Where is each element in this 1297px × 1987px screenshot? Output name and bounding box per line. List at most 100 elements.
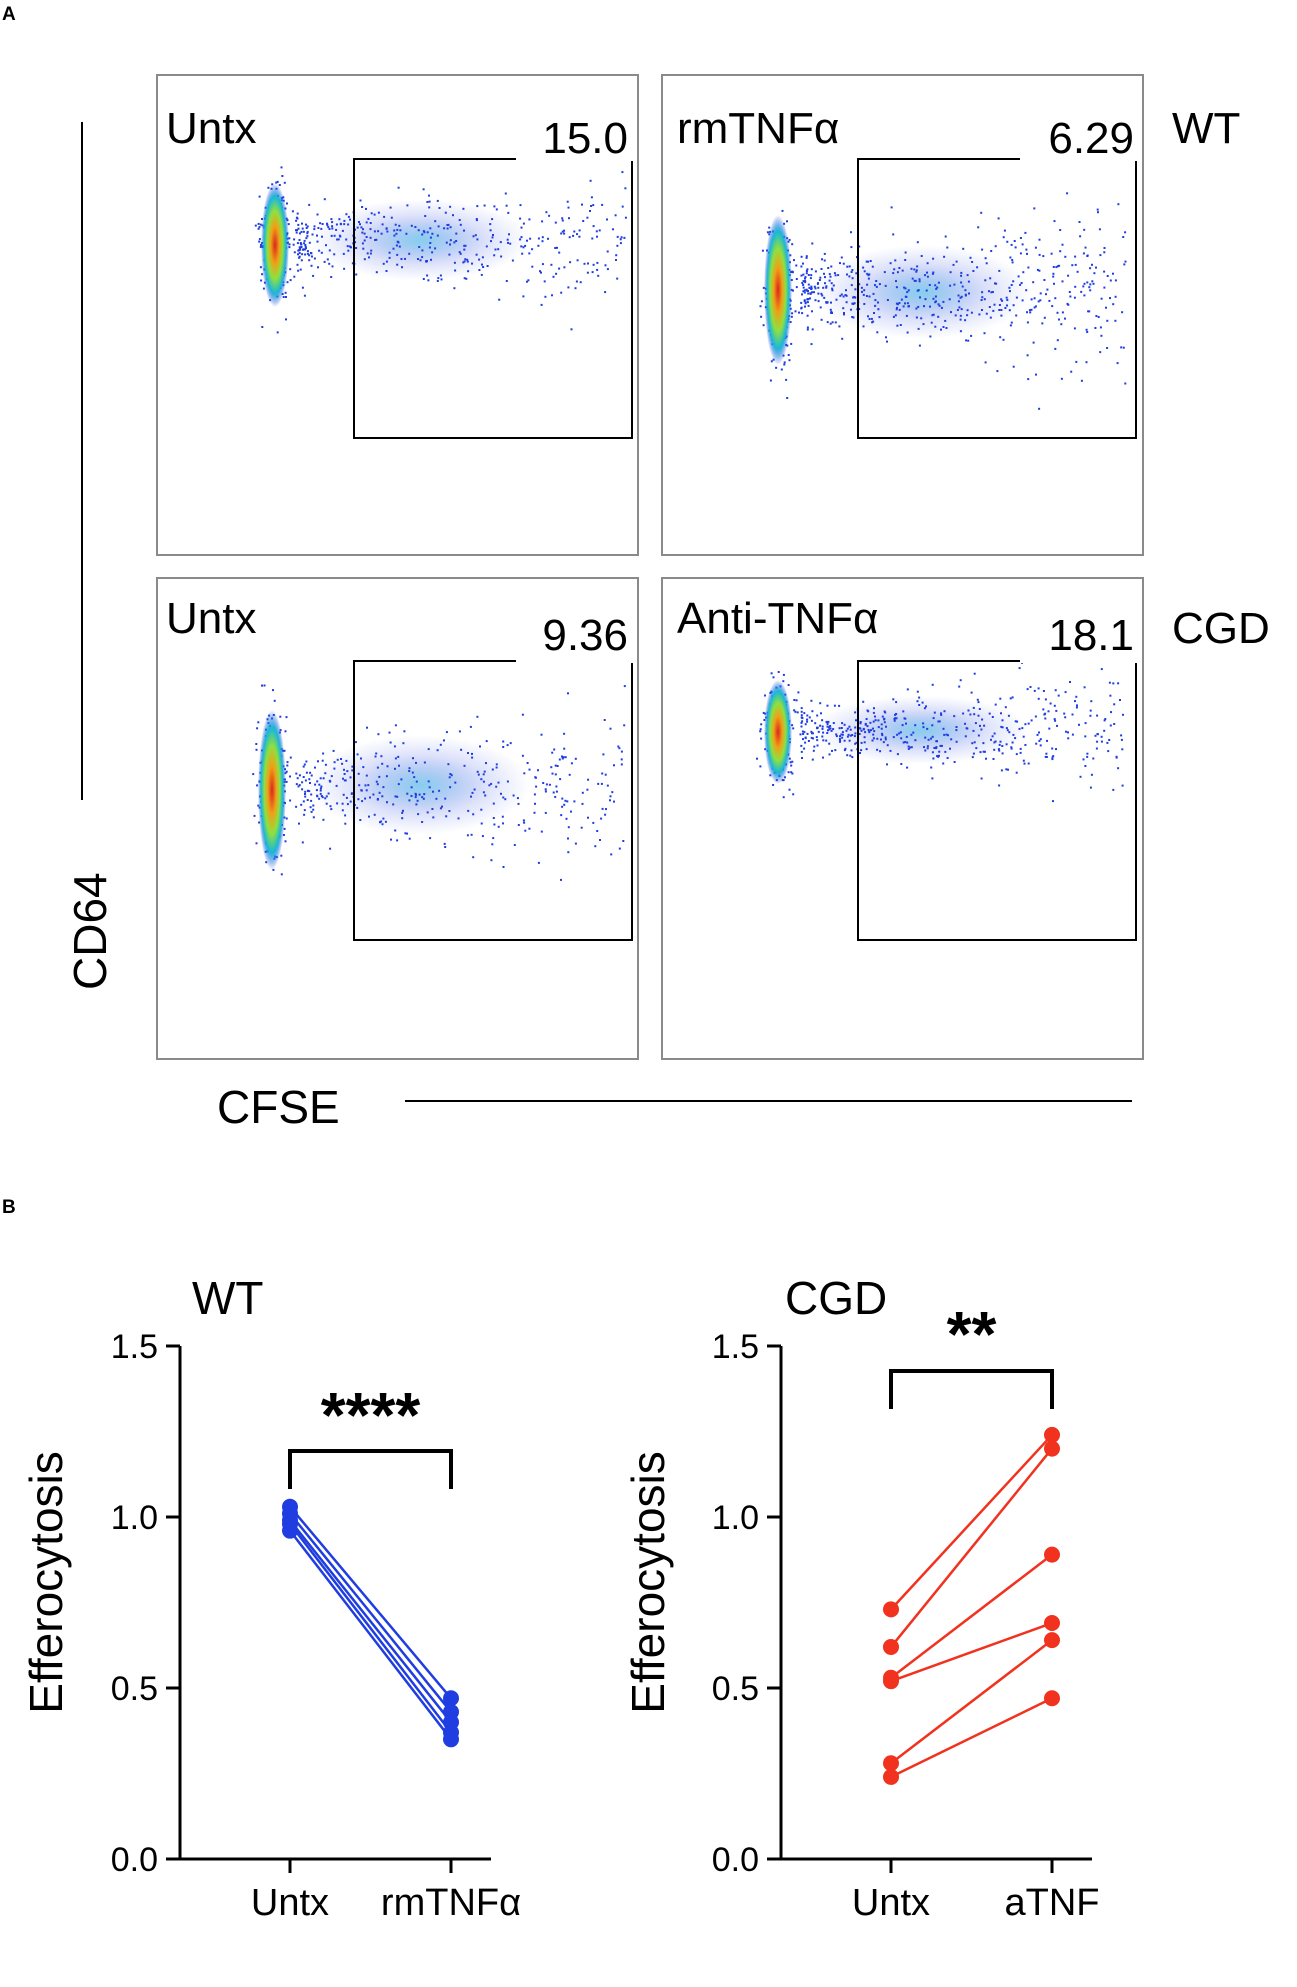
event-dot	[493, 254, 496, 257]
event-dot	[889, 262, 892, 265]
event-dot	[858, 283, 861, 286]
event-dot	[443, 227, 446, 230]
event-dot	[892, 736, 895, 739]
event-dot	[1001, 299, 1004, 302]
pair-line	[890, 1434, 1053, 1611]
event-dot	[620, 750, 623, 753]
event-dot	[1027, 722, 1030, 725]
event-dot	[342, 777, 344, 780]
event-dot	[1030, 308, 1033, 311]
event-dot	[1086, 752, 1089, 755]
event-dot	[385, 270, 388, 272]
event-dot	[805, 288, 808, 291]
event-dot	[800, 721, 803, 724]
event-dot	[883, 717, 886, 720]
event-dot	[587, 262, 589, 265]
event-dot	[1002, 236, 1005, 239]
event-dot	[981, 296, 984, 299]
event-dot	[296, 229, 299, 232]
event-dot	[920, 255, 923, 257]
event-dot	[356, 806, 359, 809]
event-dot	[850, 271, 853, 273]
event-dot	[1000, 769, 1003, 772]
event-dot	[609, 727, 612, 730]
event-dot	[915, 270, 918, 273]
event-dot	[428, 246, 431, 249]
event-dot	[1041, 322, 1044, 325]
event-dot	[529, 237, 532, 240]
event-dot	[895, 286, 898, 289]
event-dot	[832, 722, 835, 724]
event-dot	[1095, 315, 1098, 317]
event-dot	[940, 328, 942, 331]
event-dot	[340, 758, 342, 760]
event-dot	[319, 777, 322, 780]
event-dot	[370, 212, 373, 215]
event-dot	[828, 728, 831, 731]
event-dot	[923, 707, 926, 710]
pair-line	[289, 1519, 452, 1723]
event-dot	[843, 313, 845, 316]
event-dot	[432, 790, 434, 793]
event-dot	[871, 321, 874, 324]
event-dot	[590, 196, 593, 199]
event-dot	[616, 244, 619, 247]
event-dot	[376, 798, 379, 801]
event-dot	[1001, 719, 1004, 722]
event-dot	[541, 236, 544, 239]
event-dot	[304, 779, 307, 782]
data-point-treated	[1044, 1690, 1060, 1707]
event-dot	[1021, 243, 1024, 246]
event-dot	[880, 738, 882, 741]
event-dot	[998, 784, 1001, 787]
event-dot	[574, 757, 577, 760]
event-dot	[1000, 298, 1003, 301]
event-dot	[486, 265, 489, 267]
event-dot	[463, 764, 466, 767]
event-dot	[980, 777, 983, 780]
gate-label-bg	[516, 115, 634, 161]
significance-stars: ****	[321, 1379, 421, 1451]
event-dot	[960, 295, 963, 298]
event-dot	[911, 277, 914, 280]
pair-line	[289, 1523, 452, 1734]
event-dot	[830, 301, 832, 304]
event-dot	[284, 840, 287, 843]
event-dot	[305, 223, 307, 226]
event-dot	[1124, 231, 1127, 234]
event-dot	[1124, 260, 1127, 263]
event-dot	[298, 784, 301, 787]
event-dot	[310, 774, 313, 777]
event-dot	[320, 785, 323, 788]
event-dot	[956, 309, 959, 311]
event-dot	[306, 235, 309, 238]
event-dot	[373, 230, 376, 233]
event-dot	[278, 184, 281, 186]
event-dot	[421, 256, 424, 259]
flow-plot-cgd-anti-tnfa: Anti-TNFα 18.1	[661, 577, 1144, 1060]
pair-line	[890, 1639, 1053, 1765]
event-dot	[280, 166, 283, 169]
event-dot	[825, 285, 828, 288]
event-dot	[522, 246, 525, 249]
event-dot	[336, 802, 339, 805]
event-dot	[834, 321, 837, 324]
event-dot	[376, 783, 379, 786]
event-dot	[820, 318, 823, 321]
event-dot	[259, 223, 262, 226]
event-dot	[803, 747, 806, 750]
event-dot	[821, 727, 824, 730]
event-dot	[877, 308, 880, 311]
event-dot	[859, 752, 861, 754]
event-dot	[482, 773, 485, 776]
event-dot	[964, 319, 967, 322]
event-dot	[1056, 724, 1058, 727]
event-dot	[582, 220, 585, 222]
event-dot	[319, 792, 322, 795]
event-dot	[875, 280, 878, 282]
event-dot	[421, 233, 424, 236]
event-dot	[382, 817, 385, 820]
event-dot	[886, 340, 888, 343]
event-dot	[839, 739, 842, 742]
event-dot	[1008, 309, 1011, 312]
